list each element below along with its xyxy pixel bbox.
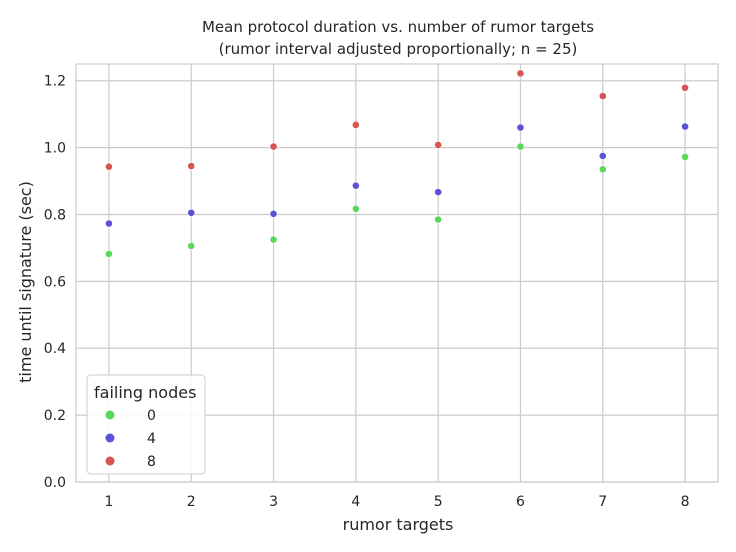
x-tick-label: 6: [516, 494, 525, 510]
data-point-0: [434, 215, 443, 224]
legend-marker-4: [105, 433, 115, 443]
data-point-0: [351, 204, 360, 213]
y-tick-label: 0.4: [44, 341, 66, 357]
chart-title-line1: Mean protocol duration vs. number of rum…: [202, 18, 594, 36]
y-tick-label: 1.2: [44, 74, 66, 90]
y-axis-label: time until signature (sec): [16, 181, 35, 383]
y-tick-label: 0.2: [44, 408, 66, 424]
legend-title: failing nodes: [94, 383, 196, 402]
y-tick-label: 0.8: [44, 207, 66, 223]
chart-title-line2: (rumor interval adjusted proportionally;…: [219, 40, 578, 58]
grid: [76, 64, 718, 483]
x-tick-label: 8: [681, 494, 690, 510]
data-point-0: [269, 235, 278, 244]
y-tick-label: 0.0: [44, 475, 66, 491]
data-point-4: [351, 181, 360, 190]
data-point-4: [187, 208, 196, 217]
x-tick-label: 2: [187, 494, 196, 510]
data-point-4: [105, 219, 113, 228]
legend-marker-8: [105, 456, 115, 466]
data-point-8: [187, 162, 196, 170]
data-point-0: [187, 242, 196, 250]
x-axis-label: rumor targets: [343, 515, 454, 534]
data-point-8: [681, 83, 689, 92]
data-point-8: [434, 141, 443, 149]
data-point-8: [598, 92, 607, 101]
x-tick-label: 3: [269, 494, 278, 510]
plot-frame: [75, 63, 719, 483]
x-tick-label: 4: [351, 494, 360, 510]
y-tick-label: 0.6: [44, 274, 66, 290]
x-tick-label: 7: [598, 494, 607, 510]
data-point-4: [681, 122, 689, 131]
data-point-8: [105, 162, 113, 171]
data-point-0: [516, 142, 525, 151]
legend-marker-0: [105, 410, 115, 420]
y-tick-label: 1.0: [44, 141, 66, 157]
legend-label-8: 8: [147, 454, 156, 470]
data-point-4: [269, 209, 278, 218]
data-point-0: [681, 153, 689, 161]
legend: failing nodes 0 4 8: [86, 374, 206, 475]
data-point-4: [516, 123, 525, 132]
legend-label-4: 4: [147, 431, 156, 447]
legend-box: [86, 374, 206, 475]
x-ticks: 1 2 3 4 5 6 7 8: [104, 494, 689, 510]
y-ticks: 0.0 0.2 0.4 0.6 0.8 1.0 1.2: [44, 74, 66, 491]
data-point-0: [598, 165, 607, 174]
data-points: [105, 69, 689, 258]
data-point-8: [516, 69, 525, 78]
x-tick-label: 5: [434, 494, 443, 510]
data-point-4: [598, 152, 607, 160]
data-point-4: [434, 188, 443, 196]
data-point-8: [351, 120, 360, 129]
x-tick-label: 1: [104, 494, 113, 510]
legend-label-0: 0: [147, 408, 156, 424]
data-point-8: [269, 142, 278, 151]
data-point-0: [105, 250, 113, 258]
